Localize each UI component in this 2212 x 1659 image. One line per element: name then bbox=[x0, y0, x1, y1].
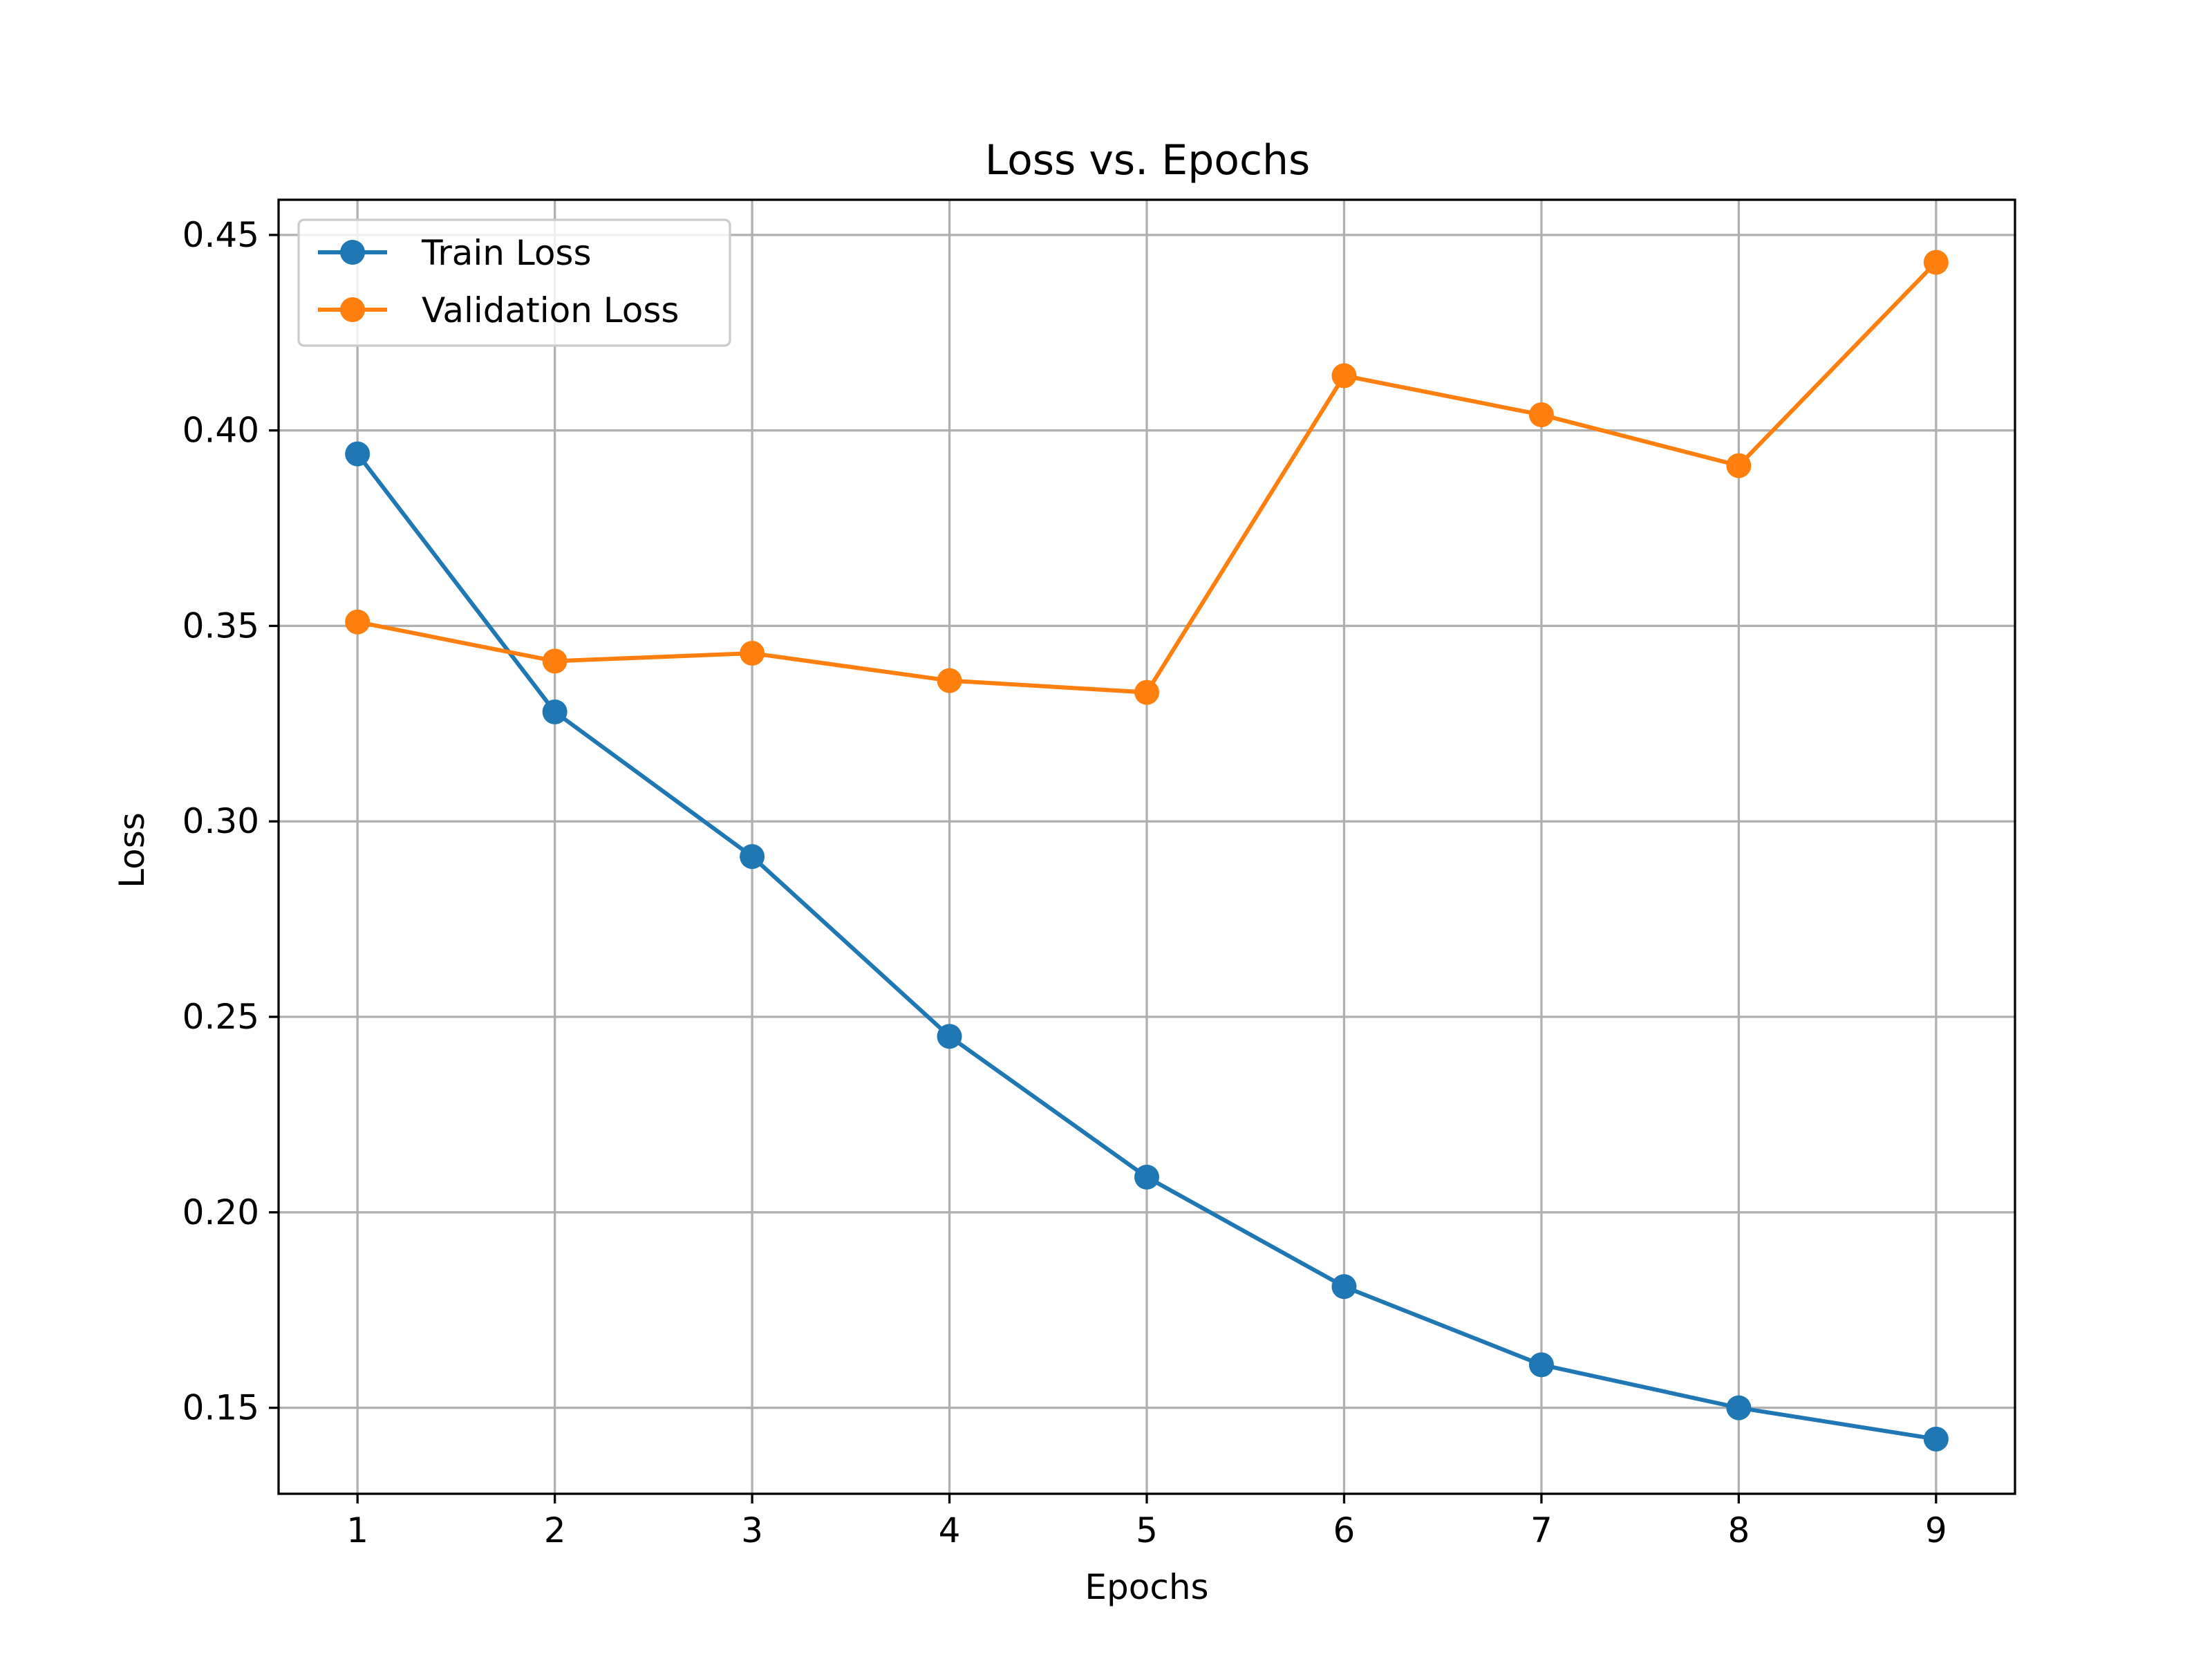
data-point bbox=[1726, 1395, 1752, 1421]
legend-entry: Validation Loss bbox=[318, 290, 679, 330]
y-tick-label: 0.25 bbox=[182, 997, 259, 1037]
y-tick-label: 0.40 bbox=[182, 411, 259, 451]
data-point bbox=[937, 1024, 962, 1049]
data-point bbox=[1528, 1352, 1554, 1378]
series-layer bbox=[345, 250, 1949, 1452]
data-point bbox=[1331, 1274, 1357, 1300]
data-point bbox=[937, 668, 962, 693]
y-tick-label: 0.35 bbox=[182, 606, 259, 646]
y-tick-label: 0.15 bbox=[182, 1388, 259, 1428]
x-axis-label: Epochs bbox=[1085, 1567, 1208, 1607]
data-point bbox=[1134, 679, 1159, 705]
data-point bbox=[740, 641, 765, 666]
x-tick-label: 1 bbox=[346, 1510, 368, 1550]
data-point bbox=[1134, 1164, 1159, 1190]
data-point bbox=[542, 699, 568, 724]
data-point bbox=[345, 441, 371, 467]
legend-box bbox=[297, 218, 731, 347]
y-tick-label: 0.45 bbox=[182, 215, 259, 255]
legend-marker bbox=[340, 240, 365, 265]
legend-label: Validation Loss bbox=[422, 290, 679, 330]
y-axis-label: Loss bbox=[112, 812, 152, 888]
x-tick-label: 6 bbox=[1333, 1510, 1356, 1550]
axis-ticks: 1 2 3 4 5 6 7 8 9 0.15 0.20 0.25 0.30 0.35 0.40 0.45 bbox=[182, 215, 1947, 1550]
data-point bbox=[1726, 453, 1752, 478]
series-validation-loss bbox=[345, 250, 1949, 705]
x-tick-label: 8 bbox=[1727, 1510, 1750, 1550]
legend-marker bbox=[340, 297, 365, 322]
chart-title: Loss vs. Epochs bbox=[985, 136, 1311, 185]
series-train-loss bbox=[345, 441, 1949, 1452]
plot-frame bbox=[277, 198, 2016, 1495]
legend: Train Loss Validation Loss bbox=[297, 218, 731, 347]
legend-entry: Train Loss bbox=[318, 233, 592, 273]
data-point bbox=[740, 844, 765, 870]
data-point bbox=[1923, 250, 1949, 275]
x-tick-label: 5 bbox=[1136, 1510, 1158, 1550]
data-point bbox=[1331, 363, 1357, 388]
x-tick-label: 2 bbox=[544, 1510, 566, 1550]
grid bbox=[279, 200, 2015, 1494]
x-tick-label: 7 bbox=[1530, 1510, 1553, 1550]
data-point bbox=[1923, 1426, 1949, 1452]
x-tick-label: 4 bbox=[939, 1510, 961, 1550]
y-tick-label: 0.30 bbox=[182, 801, 259, 841]
y-tick-label: 0.20 bbox=[182, 1192, 259, 1232]
x-tick-label: 9 bbox=[1925, 1510, 1947, 1550]
data-point bbox=[345, 609, 371, 635]
data-point bbox=[542, 648, 568, 674]
legend-label: Train Loss bbox=[421, 233, 592, 273]
data-point bbox=[1528, 402, 1554, 428]
x-tick-label: 3 bbox=[741, 1510, 763, 1550]
